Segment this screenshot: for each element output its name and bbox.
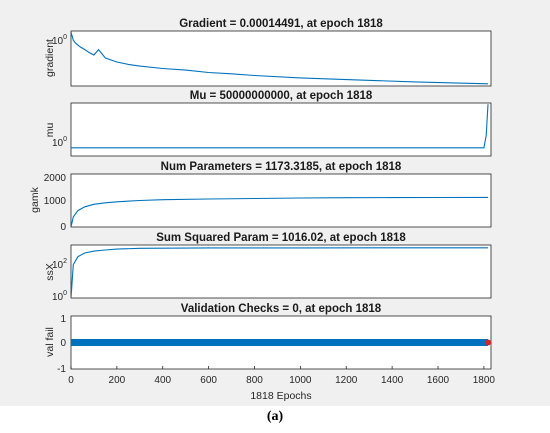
svg-text:100: 100 [52, 34, 67, 47]
sum-squared-param-series-line [71, 247, 488, 298]
panel-num-parameters: Num Parameters = 1173.3185, at epoch 181… [29, 161, 492, 233]
x-tick-label: 1200 [335, 375, 358, 386]
panel-mu-title: Mu = 50000000000, at epoch 1818 [190, 90, 373, 102]
panel-mu-axes [70, 102, 492, 157]
x-tick-label: 1800 [473, 375, 496, 386]
panel-validation-checks-ylabel: val fail [44, 327, 56, 357]
panel-num-parameters-ylabel: gamk [29, 186, 41, 212]
panel-mu-ytick-label: 100 [52, 136, 67, 149]
x-tick-label: 1600 [427, 375, 450, 386]
svg-text:100: 100 [52, 136, 67, 149]
panel-gradient-title: Gradient = 0.00014491, at epoch 1818 [179, 18, 383, 30]
x-axis-label: 1818 Epochs [250, 390, 311, 402]
panel-validation-checks: Validation Checks = 0, at epoch 1818 val… [44, 303, 495, 402]
gradient-series-line [71, 31, 489, 85]
panel-validation-checks-ytick-0: 0 [60, 338, 66, 349]
panel-sum-squared-param-ylabel: ssX [44, 263, 56, 281]
training-state-plots: Gradient = 0.00014491, at epoch 1818 gra… [29, 18, 495, 402]
panel-validation-checks-title: Validation Checks = 0, at epoch 1818 [181, 303, 382, 315]
num-parameters-series-line [71, 196, 489, 227]
figure-caption: (a) [0, 409, 550, 425]
panel-mu-ylabel: mu [44, 123, 56, 138]
x-tick-label: 200 [109, 375, 126, 386]
svg-text:100: 100 [52, 290, 67, 303]
panel-sum-squared-param: Sum Squared Param = 1016.02, at epoch 18… [44, 232, 492, 303]
panel-mu: Mu = 50000000000, at epoch 1818 mu 100 [44, 90, 492, 157]
panel-validation-checks-ytick-1: 1 [60, 314, 66, 325]
x-tick-label: 600 [200, 375, 217, 386]
figure-window: Gradient = 0.00014491, at epoch 1818 gra… [0, 0, 550, 406]
panel-num-parameters-ytick-0: 0 [60, 222, 66, 233]
panel-num-parameters-ytick-2000: 2000 [44, 173, 67, 184]
x-axis-ticks: 0 200 400 600 800 1000 1200 1400 1600 1800 [68, 366, 495, 386]
mu-series-line [71, 104, 489, 149]
x-tick-label: 0 [68, 375, 74, 386]
validation-checks-final-marker [485, 339, 491, 346]
panel-sum-squared-param-ytick-label-100: 102 [52, 258, 67, 271]
x-tick-label: 400 [154, 375, 171, 386]
panel-gradient-ytick-label: 100 [52, 34, 67, 47]
panel-sum-squared-param-axes [70, 244, 492, 299]
panel-sum-squared-param-title: Sum Squared Param = 1016.02, at epoch 18… [156, 232, 406, 244]
panel-validation-checks-ytick-neg1: -1 [57, 364, 66, 375]
panel-sum-squared-param-ytick-label-1: 100 [52, 290, 67, 303]
x-tick-label: 800 [246, 375, 263, 386]
figure-caption-label: (a) [266, 409, 284, 424]
x-tick-label: 1400 [381, 375, 404, 386]
svg-text:102: 102 [52, 258, 67, 271]
panel-num-parameters-title: Num Parameters = 1173.3185, at epoch 181… [161, 161, 402, 173]
panel-gradient-ylabel: gradient [44, 39, 56, 77]
x-tick-label: 1000 [289, 375, 312, 386]
panel-gradient: Gradient = 0.00014491, at epoch 1818 gra… [44, 18, 492, 87]
panel-gradient-axes [70, 30, 492, 87]
panel-num-parameters-ytick-1000: 1000 [44, 196, 67, 207]
